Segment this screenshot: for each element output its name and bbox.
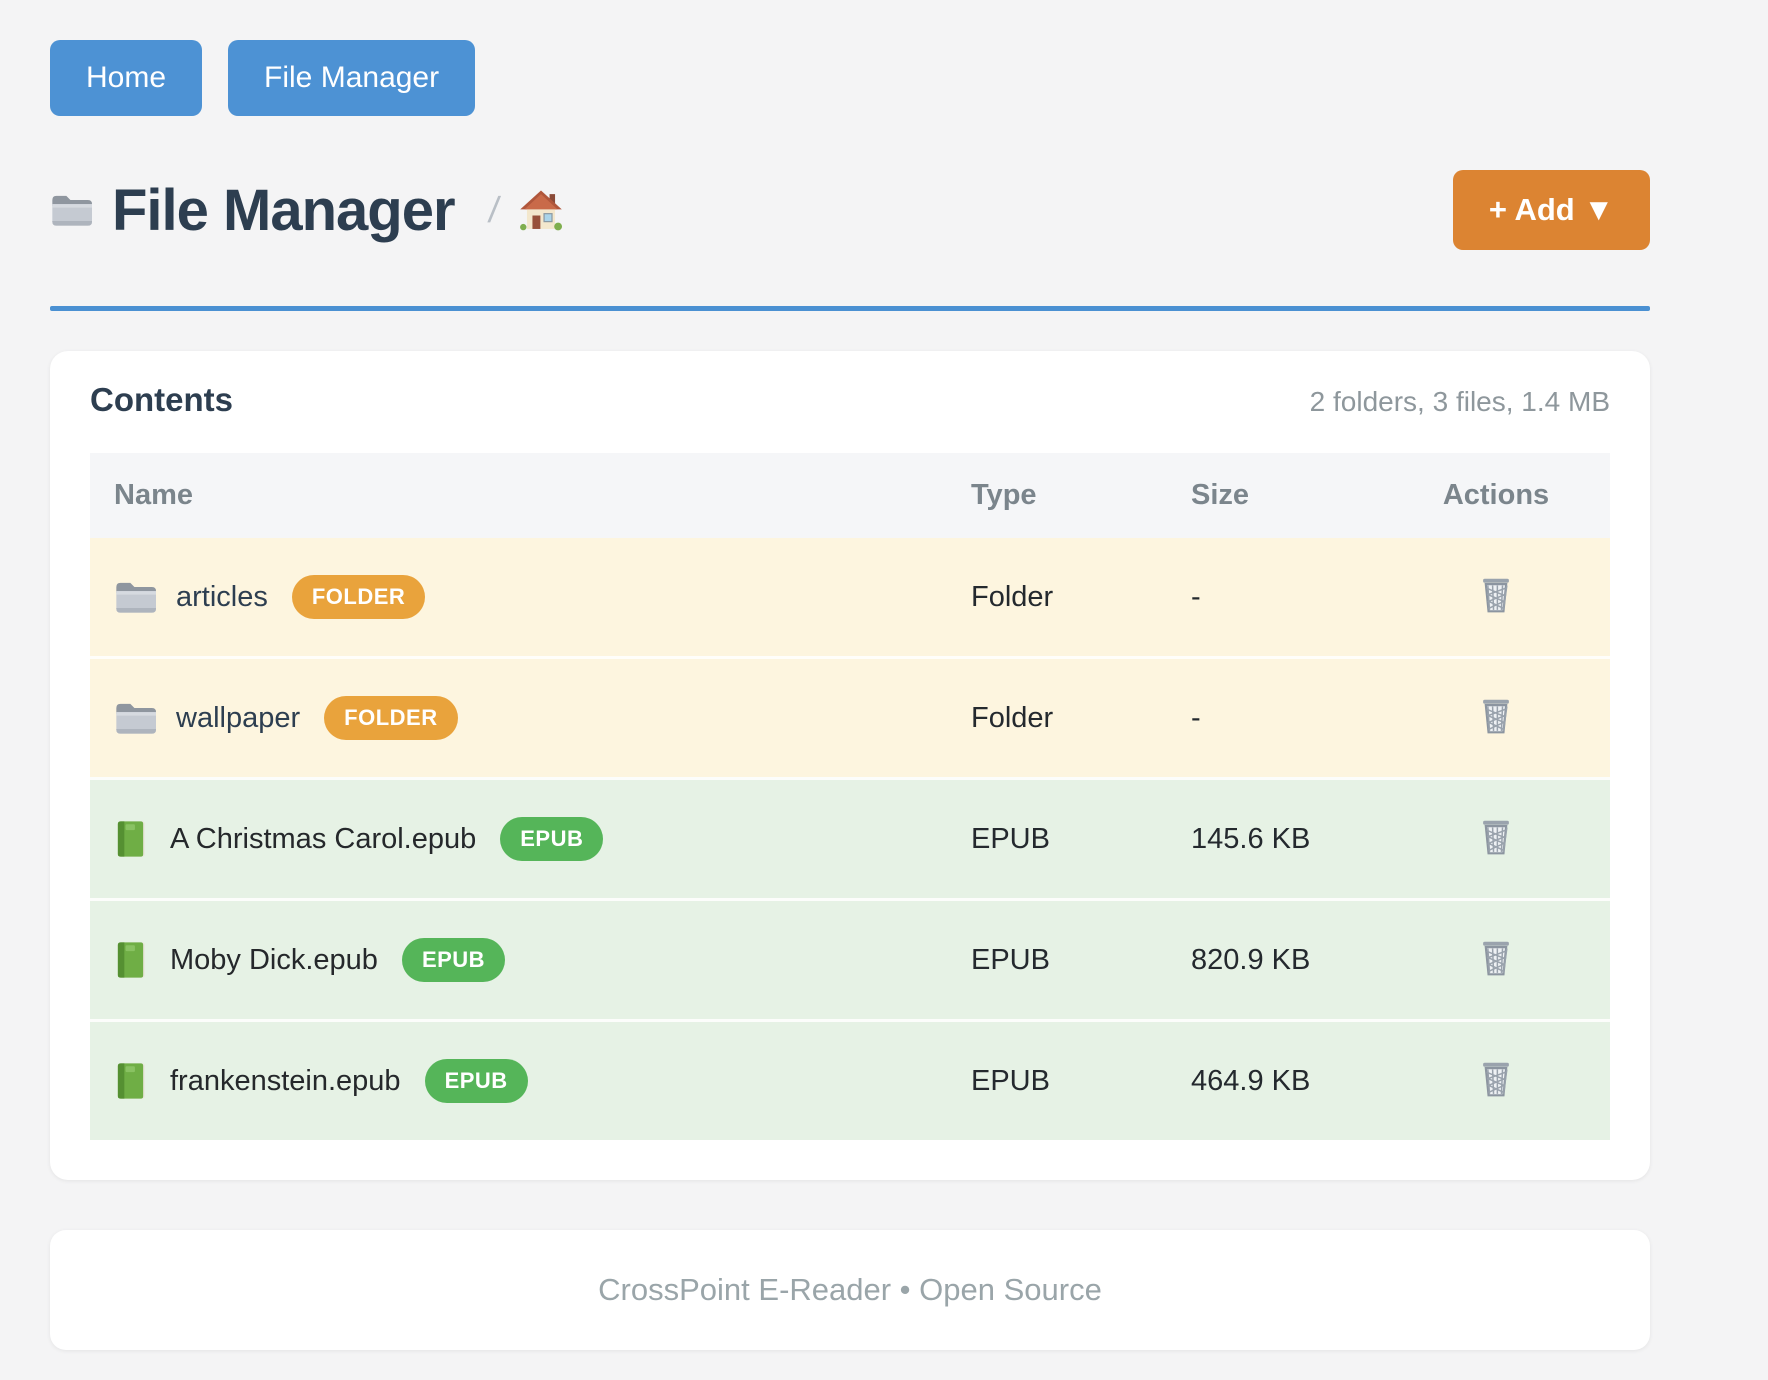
actions-cell [1382,777,1610,898]
name-cell: A Christmas Carol.epub EPUB [90,777,947,898]
name-cell: articles FOLDER [90,538,947,656]
table-row: A Christmas Carol.epub EPUB EPUB 145.6 K… [90,777,1610,898]
page-title: File Manager [112,177,456,243]
type-cell: EPUB [947,1019,1167,1140]
delete-button[interactable] [1475,935,1517,981]
contents-card-header: Contents 2 folders, 3 files, 1.4 MB [90,381,1610,419]
delete-button[interactable] [1475,814,1517,860]
actions-cell [1382,1019,1610,1140]
item-name[interactable]: frankenstein.epub [170,1064,401,1097]
column-header-type: Type [947,453,1167,538]
size-cell: 464.9 KB [1167,1019,1382,1140]
book-icon [114,819,150,859]
footer-text: CrossPoint E-Reader • Open Source [598,1272,1102,1307]
type-badge: EPUB [424,1059,528,1103]
table-row: articles FOLDER Folder - [90,538,1610,656]
item-name[interactable]: wallpaper [176,701,301,734]
type-badge: EPUB [500,817,604,861]
actions-cell [1382,898,1610,1019]
page-header: File Manager / + Add ▼ [50,170,1650,250]
trash-icon [1479,818,1513,856]
home-button[interactable]: Home [50,40,203,116]
delete-button[interactable] [1475,693,1517,739]
size-cell: - [1167,656,1382,777]
item-name[interactable]: A Christmas Carol.epub [170,822,477,855]
column-header-actions: Actions [1382,453,1610,538]
file-manager-button[interactable]: File Manager [228,40,476,116]
name-cell: Moby Dick.epub EPUB [90,898,947,1019]
table-row: frankenstein.epub EPUB EPUB 464.9 KB [90,1019,1610,1140]
table-header-row: Name Type Size Actions [90,453,1610,538]
type-cell: EPUB [947,898,1167,1019]
actions-cell [1382,538,1610,656]
size-cell: - [1167,538,1382,656]
folder-icon [114,701,156,736]
folder-icon [50,193,92,228]
type-cell: EPUB [947,777,1167,898]
table-row: wallpaper FOLDER Folder - [90,656,1610,777]
trash-icon [1479,1060,1513,1098]
folder-icon [114,580,156,615]
name-cell: frankenstein.epub EPUB [90,1019,947,1140]
home-icon[interactable] [519,189,563,231]
column-header-name: Name [90,453,947,538]
contents-heading: Contents [90,381,233,418]
delete-button[interactable] [1475,1056,1517,1102]
trash-icon [1479,576,1513,614]
size-cell: 145.6 KB [1167,777,1382,898]
size-cell: 820.9 KB [1167,898,1382,1019]
column-header-size: Size [1167,453,1382,538]
footer: CrossPoint E-Reader • Open Source [50,1230,1650,1350]
table-row: Moby Dick.epub EPUB EPUB 820.9 KB [90,898,1610,1019]
book-icon [114,1061,150,1101]
type-badge: FOLDER [324,696,458,740]
page: Home File Manager File Manager / + Add ▼… [50,40,1650,1350]
type-cell: Folder [947,538,1167,656]
trash-icon [1479,697,1513,735]
add-button[interactable]: + Add ▼ [1452,170,1650,250]
name-cell: wallpaper FOLDER [90,656,947,777]
file-table: Name Type Size Actions articles FOLDER F… [90,453,1610,1140]
type-badge: EPUB [401,938,506,982]
trash-icon [1479,939,1513,977]
book-icon [114,940,150,980]
actions-cell [1382,656,1610,777]
contents-summary: 2 folders, 3 files, 1.4 MB [1309,386,1610,417]
breadcrumb: / [485,189,502,230]
header-divider [50,306,1650,311]
item-name[interactable]: articles [176,580,268,613]
type-badge: FOLDER [291,575,426,619]
type-cell: Folder [947,656,1167,777]
top-nav: Home File Manager [50,40,1650,116]
item-name[interactable]: Moby Dick.epub [170,943,378,976]
delete-button[interactable] [1475,572,1517,618]
contents-card: Contents 2 folders, 3 files, 1.4 MB Name… [50,351,1650,1180]
title-group: File Manager / [50,177,563,244]
